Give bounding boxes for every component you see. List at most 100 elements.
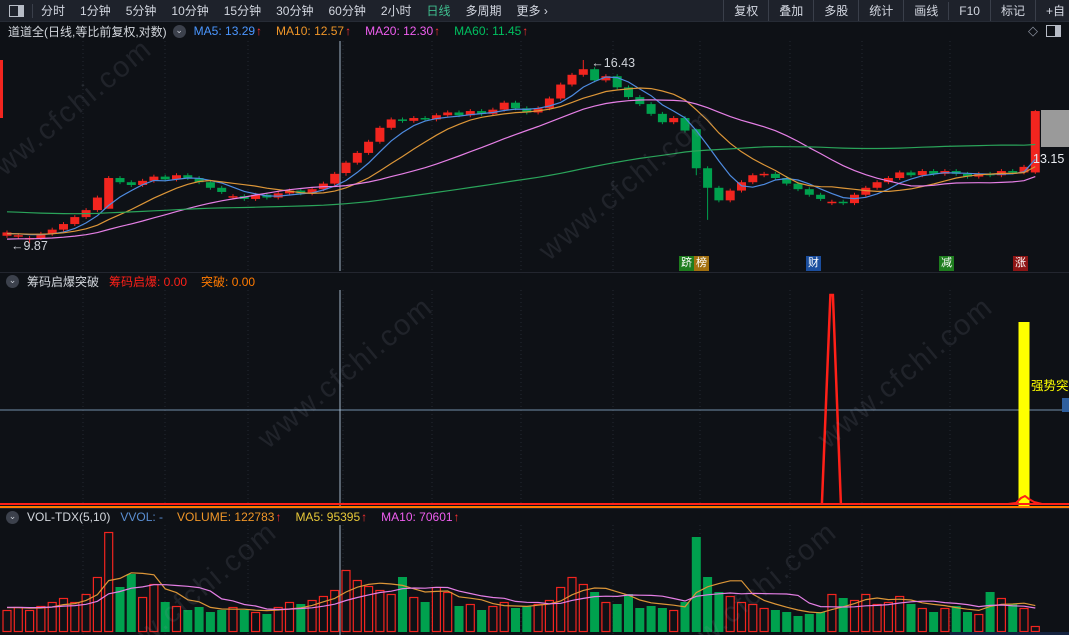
volume-bar — [477, 610, 487, 632]
volume-bar — [940, 607, 950, 633]
volume-bar — [92, 576, 103, 633]
sub-indicator-panel: 强势突破 — [0, 290, 1069, 508]
candle — [624, 87, 633, 98]
volume-ma10-line — [7, 584, 1036, 611]
volume-indicator-name[interactable]: VOL-TDX(5,10) — [27, 510, 111, 524]
pane-layout-icon[interactable] — [1046, 25, 1061, 37]
candle — [511, 102, 520, 109]
tool-button[interactable]: F10 — [948, 1, 990, 20]
candle — [273, 193, 283, 198]
candle — [1008, 171, 1018, 173]
volume-bar — [318, 595, 328, 633]
volume-bar — [126, 574, 136, 632]
candle — [906, 172, 916, 176]
tool-button[interactable]: +自 — [1034, 0, 1069, 21]
event-flag[interactable]: 榜 — [694, 256, 709, 271]
period-tab[interactable]: 5分钟 — [125, 4, 157, 18]
volume-bar — [624, 594, 633, 632]
candle — [883, 178, 893, 183]
event-flag[interactable]: 财 — [806, 256, 821, 271]
axis-marker — [1062, 398, 1069, 412]
volume-bar — [725, 595, 735, 633]
volume-bar — [556, 586, 566, 633]
signal-spike — [820, 293, 843, 505]
tool-button[interactable]: 统计 — [858, 0, 903, 21]
volume-bar — [262, 614, 272, 632]
volume-bar — [601, 601, 611, 633]
volume-bar — [115, 587, 125, 632]
volume-bar — [1019, 607, 1029, 633]
volume-bar — [205, 612, 215, 632]
volume-bar — [409, 596, 419, 633]
sub-indicator-chart[interactable]: 强势突破 — [0, 290, 1069, 508]
chevron-down-icon[interactable]: ⌄ — [6, 275, 19, 288]
period-tab[interactable]: 30分钟 — [276, 4, 314, 18]
volume-bar — [375, 589, 385, 633]
diamond-icon[interactable]: ◇ — [1028, 23, 1038, 38]
chevron-down-icon[interactable]: ⌄ — [6, 510, 19, 524]
chevron-down-icon[interactable]: ⌄ — [172, 24, 186, 38]
period-tab[interactable]: 1分钟 — [80, 4, 111, 18]
volume-bar — [284, 601, 295, 633]
candle — [827, 201, 837, 204]
candle — [703, 168, 713, 188]
candle — [929, 171, 939, 174]
volume-bar — [104, 531, 114, 633]
candle — [714, 187, 724, 201]
candle — [804, 189, 814, 195]
volume-bar — [160, 602, 170, 632]
event-flag[interactable]: 减 — [939, 256, 954, 271]
volume-bar — [827, 593, 837, 633]
volume-bar — [963, 612, 972, 632]
candle — [963, 173, 972, 177]
candle — [917, 171, 927, 176]
volume-bar — [138, 596, 148, 633]
candle — [590, 69, 600, 81]
candle — [13, 235, 23, 237]
candle — [251, 194, 261, 199]
candle — [149, 176, 159, 181]
period-tab[interactable]: 10分钟 — [171, 4, 209, 18]
period-tab[interactable]: 日线 — [426, 4, 451, 18]
period-tabs: 分时 1分钟 5分钟 10分钟 15分钟 30分钟 60分钟 2小时 日线 多周期 更多 › — [41, 2, 548, 19]
period-tab[interactable]: 更多 › — [516, 4, 548, 18]
volume-bar — [849, 599, 860, 633]
candle — [838, 201, 848, 204]
up-arrow: ↑ — [275, 510, 282, 524]
volume-bar — [590, 592, 600, 632]
volume-bar — [906, 604, 916, 632]
candle — [126, 182, 136, 185]
period-tab[interactable]: 多周期 — [465, 4, 502, 18]
candle — [657, 113, 667, 123]
ma20-line — [6, 99, 1036, 240]
candle — [115, 178, 125, 183]
candle — [375, 127, 385, 142]
volume-bar — [36, 605, 46, 633]
sub-indicator-values: 筹码启爆: 0.00 突破: 0.00 — [109, 273, 255, 290]
period-tab[interactable]: 2小时 — [380, 4, 412, 18]
sub-indicator-header: ⌄ 筹码启爆突破 筹码启爆: 0.00 突破: 0.00 — [0, 272, 1069, 290]
volume-bar — [793, 616, 803, 632]
tool-button[interactable]: 标记 — [989, 0, 1035, 21]
sub-indicator-name[interactable]: 筹码启爆突破 — [27, 275, 100, 289]
period-tab[interactable]: 15分钟 — [223, 4, 262, 18]
candle — [861, 187, 871, 195]
window-layout-icon[interactable] — [9, 4, 24, 17]
tool-button[interactable]: 叠加 — [768, 0, 813, 21]
tool-button[interactable]: 多股 — [813, 0, 858, 21]
candle — [296, 190, 306, 194]
indicator-value-label: MA60: 11.45 ↑ — [454, 24, 529, 38]
event-flag[interactable]: 涨 — [1013, 256, 1028, 271]
period-tab[interactable]: 分时 — [41, 4, 66, 18]
candle — [70, 217, 80, 225]
volume-bar — [149, 583, 159, 633]
volume-bar — [974, 613, 984, 633]
candle — [748, 175, 758, 183]
volume-bar — [657, 608, 667, 632]
event-flag[interactable]: 跻 — [679, 256, 694, 271]
tool-button[interactable]: 复权 — [723, 0, 768, 21]
period-tab[interactable]: 60分钟 — [328, 4, 366, 18]
tool-button[interactable]: 画线 — [903, 0, 948, 21]
main-candlestick-chart[interactable]: ←16.43 ←9.87 13.15 — [0, 41, 1069, 271]
volume-chart[interactable] — [0, 525, 1069, 635]
